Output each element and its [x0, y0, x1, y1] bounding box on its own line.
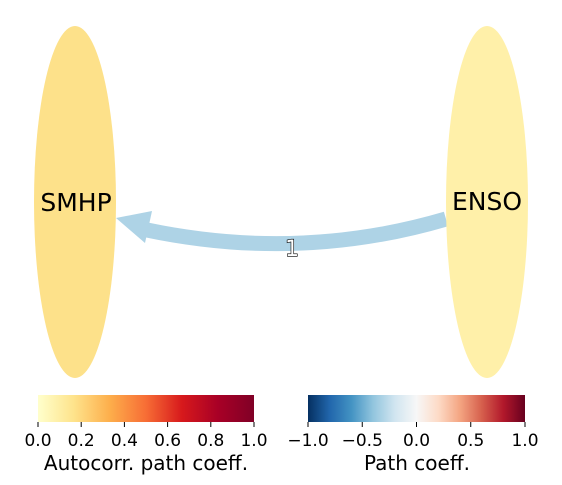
- colorbar-autocorr-ticks: 0.0 0.2 0.4 0.6 0.8 1.0: [24, 422, 268, 451]
- colorbar-autocorr-gradient: [38, 395, 254, 422]
- colorbar-autocorr-title: Autocorr. path coeff.: [44, 451, 248, 475]
- colorbar-path-tick-label: 1.0: [511, 431, 538, 451]
- colorbar-autocorr-tick-label: 0.2: [68, 431, 95, 451]
- colorbar-autocorr-tick-label: 1.0: [240, 431, 267, 451]
- node-enso-label: ENSO: [452, 187, 522, 216]
- colorbar-path-tick-label: −0.5: [342, 431, 383, 451]
- colorbar-path-title: Path coeff.: [364, 451, 470, 475]
- node-smhp-shape: [34, 26, 116, 378]
- colorbar-path-tick-label: −1.0: [287, 431, 328, 451]
- node-smhp: SMHP: [34, 26, 116, 378]
- colorbar-autocorr: 0.0 0.2 0.4 0.6 0.8 1.0 Autocorr. path coeff.: [24, 395, 268, 475]
- colorbar-autocorr-tick-label: 0.8: [197, 431, 224, 451]
- edge-arrow-shaft: [145, 211, 449, 252]
- colorbar-autocorr-tick-label: 0.6: [154, 431, 181, 451]
- colorbar-autocorr-tick-label: 0.0: [24, 431, 51, 451]
- colorbar-path-gradient: [308, 395, 525, 422]
- colorbar-path: −1.0 −0.5 0.0 0.5 1.0 Path coeff.: [287, 395, 539, 475]
- colorbar-path-tick-label: 0.0: [403, 431, 430, 451]
- edge-enso-to-smhp: 1: [116, 211, 449, 263]
- node-smhp-label: SMHP: [40, 188, 111, 217]
- edge-label: 1: [285, 237, 299, 262]
- node-enso-shape: [446, 26, 528, 378]
- node-enso: ENSO: [446, 26, 528, 378]
- edge-arrow-head: [116, 211, 152, 243]
- colorbar-path-tick-label: 0.5: [457, 431, 484, 451]
- colorbar-autocorr-tick-label: 0.4: [111, 431, 138, 451]
- colorbar-path-ticks: −1.0 −0.5 0.0 0.5 1.0: [287, 422, 539, 451]
